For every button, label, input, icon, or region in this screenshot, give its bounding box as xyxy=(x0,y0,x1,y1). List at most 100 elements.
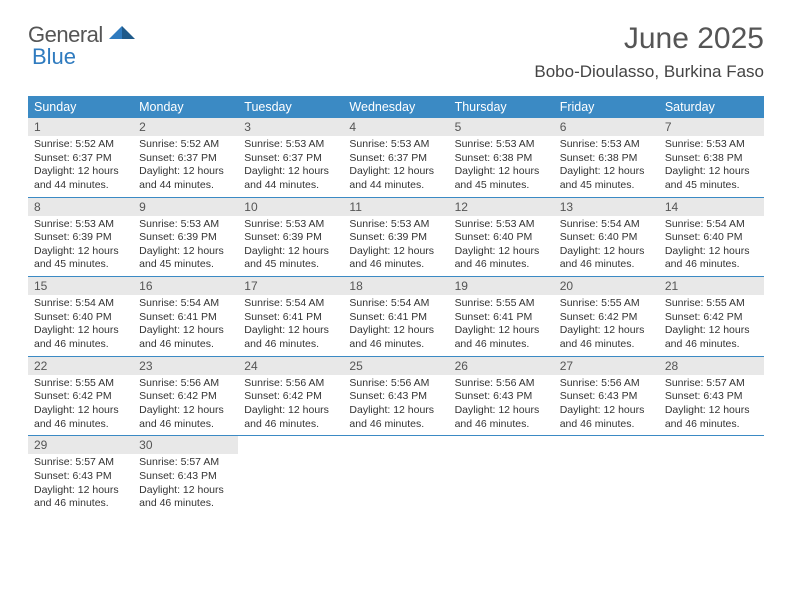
day-number: 6 xyxy=(554,118,659,136)
day-details: Sunrise: 5:57 AMSunset: 6:43 PMDaylight:… xyxy=(28,454,133,515)
day-details: Sunrise: 5:53 AMSunset: 6:40 PMDaylight:… xyxy=(449,216,554,277)
day-details: Sunrise: 5:56 AMSunset: 6:42 PMDaylight:… xyxy=(133,375,238,436)
day-cell: 23Sunrise: 5:56 AMSunset: 6:42 PMDayligh… xyxy=(133,357,238,436)
day-number: 17 xyxy=(238,277,343,295)
weekday-label: Saturday xyxy=(659,96,764,118)
day-cell xyxy=(659,436,764,515)
day-cell: 14Sunrise: 5:54 AMSunset: 6:40 PMDayligh… xyxy=(659,198,764,277)
day-details: Sunrise: 5:53 AMSunset: 6:37 PMDaylight:… xyxy=(238,136,343,197)
logo-triangle-icon xyxy=(109,22,135,48)
day-details: Sunrise: 5:56 AMSunset: 6:43 PMDaylight:… xyxy=(343,375,448,436)
day-number: 1 xyxy=(28,118,133,136)
day-cell: 5Sunrise: 5:53 AMSunset: 6:38 PMDaylight… xyxy=(449,118,554,197)
weekday-header: SundayMondayTuesdayWednesdayThursdayFrid… xyxy=(28,96,764,118)
day-details: Sunrise: 5:54 AMSunset: 6:41 PMDaylight:… xyxy=(238,295,343,356)
day-cell: 26Sunrise: 5:56 AMSunset: 6:43 PMDayligh… xyxy=(449,357,554,436)
week-row: 1Sunrise: 5:52 AMSunset: 6:37 PMDaylight… xyxy=(28,118,764,198)
day-number: 11 xyxy=(343,198,448,216)
week-row: 29Sunrise: 5:57 AMSunset: 6:43 PMDayligh… xyxy=(28,436,764,515)
week-row: 22Sunrise: 5:55 AMSunset: 6:42 PMDayligh… xyxy=(28,357,764,437)
day-cell: 13Sunrise: 5:54 AMSunset: 6:40 PMDayligh… xyxy=(554,198,659,277)
day-cell: 19Sunrise: 5:55 AMSunset: 6:41 PMDayligh… xyxy=(449,277,554,356)
day-details: Sunrise: 5:54 AMSunset: 6:40 PMDaylight:… xyxy=(554,216,659,277)
day-details: Sunrise: 5:55 AMSunset: 6:41 PMDaylight:… xyxy=(449,295,554,356)
weekday-label: Friday xyxy=(554,96,659,118)
day-details: Sunrise: 5:53 AMSunset: 6:38 PMDaylight:… xyxy=(449,136,554,197)
day-number: 9 xyxy=(133,198,238,216)
day-number: 14 xyxy=(659,198,764,216)
day-cell: 22Sunrise: 5:55 AMSunset: 6:42 PMDayligh… xyxy=(28,357,133,436)
day-number: 28 xyxy=(659,357,764,375)
day-number: 7 xyxy=(659,118,764,136)
day-cell: 3Sunrise: 5:53 AMSunset: 6:37 PMDaylight… xyxy=(238,118,343,197)
day-details: Sunrise: 5:55 AMSunset: 6:42 PMDaylight:… xyxy=(28,375,133,436)
day-number: 8 xyxy=(28,198,133,216)
day-details: Sunrise: 5:55 AMSunset: 6:42 PMDaylight:… xyxy=(554,295,659,356)
day-cell: 9Sunrise: 5:53 AMSunset: 6:39 PMDaylight… xyxy=(133,198,238,277)
day-cell: 4Sunrise: 5:53 AMSunset: 6:37 PMDaylight… xyxy=(343,118,448,197)
day-number: 19 xyxy=(449,277,554,295)
day-cell: 24Sunrise: 5:56 AMSunset: 6:42 PMDayligh… xyxy=(238,357,343,436)
day-details: Sunrise: 5:52 AMSunset: 6:37 PMDaylight:… xyxy=(133,136,238,197)
day-number: 26 xyxy=(449,357,554,375)
day-number: 4 xyxy=(343,118,448,136)
day-number: 13 xyxy=(554,198,659,216)
day-cell: 2Sunrise: 5:52 AMSunset: 6:37 PMDaylight… xyxy=(133,118,238,197)
day-details: Sunrise: 5:55 AMSunset: 6:42 PMDaylight:… xyxy=(659,295,764,356)
day-cell: 16Sunrise: 5:54 AMSunset: 6:41 PMDayligh… xyxy=(133,277,238,356)
day-details: Sunrise: 5:56 AMSunset: 6:43 PMDaylight:… xyxy=(449,375,554,436)
day-details: Sunrise: 5:53 AMSunset: 6:39 PMDaylight:… xyxy=(343,216,448,277)
day-details: Sunrise: 5:56 AMSunset: 6:43 PMDaylight:… xyxy=(554,375,659,436)
day-number: 22 xyxy=(28,357,133,375)
day-details: Sunrise: 5:57 AMSunset: 6:43 PMDaylight:… xyxy=(659,375,764,436)
day-cell: 28Sunrise: 5:57 AMSunset: 6:43 PMDayligh… xyxy=(659,357,764,436)
day-details: Sunrise: 5:54 AMSunset: 6:41 PMDaylight:… xyxy=(133,295,238,356)
day-details: Sunrise: 5:54 AMSunset: 6:40 PMDaylight:… xyxy=(659,216,764,277)
day-details: Sunrise: 5:57 AMSunset: 6:43 PMDaylight:… xyxy=(133,454,238,515)
day-cell: 10Sunrise: 5:53 AMSunset: 6:39 PMDayligh… xyxy=(238,198,343,277)
day-number: 3 xyxy=(238,118,343,136)
day-number: 15 xyxy=(28,277,133,295)
day-cell xyxy=(238,436,343,515)
title-block: June 2025 Bobo-Dioulasso, Burkina Faso xyxy=(534,22,764,82)
weekday-label: Monday xyxy=(133,96,238,118)
day-details: Sunrise: 5:52 AMSunset: 6:37 PMDaylight:… xyxy=(28,136,133,197)
day-number: 23 xyxy=(133,357,238,375)
day-details: Sunrise: 5:54 AMSunset: 6:41 PMDaylight:… xyxy=(343,295,448,356)
day-cell xyxy=(449,436,554,515)
day-details: Sunrise: 5:53 AMSunset: 6:39 PMDaylight:… xyxy=(133,216,238,277)
weekday-label: Sunday xyxy=(28,96,133,118)
day-number: 27 xyxy=(554,357,659,375)
week-row: 8Sunrise: 5:53 AMSunset: 6:39 PMDaylight… xyxy=(28,198,764,278)
weekday-label: Wednesday xyxy=(343,96,448,118)
day-cell: 25Sunrise: 5:56 AMSunset: 6:43 PMDayligh… xyxy=(343,357,448,436)
day-cell: 17Sunrise: 5:54 AMSunset: 6:41 PMDayligh… xyxy=(238,277,343,356)
day-number: 25 xyxy=(343,357,448,375)
day-number: 16 xyxy=(133,277,238,295)
day-details: Sunrise: 5:53 AMSunset: 6:39 PMDaylight:… xyxy=(28,216,133,277)
day-cell: 27Sunrise: 5:56 AMSunset: 6:43 PMDayligh… xyxy=(554,357,659,436)
day-cell: 21Sunrise: 5:55 AMSunset: 6:42 PMDayligh… xyxy=(659,277,764,356)
day-number: 29 xyxy=(28,436,133,454)
day-details: Sunrise: 5:53 AMSunset: 6:38 PMDaylight:… xyxy=(554,136,659,197)
day-number: 10 xyxy=(238,198,343,216)
day-cell xyxy=(554,436,659,515)
day-details: Sunrise: 5:53 AMSunset: 6:37 PMDaylight:… xyxy=(343,136,448,197)
day-details: Sunrise: 5:53 AMSunset: 6:38 PMDaylight:… xyxy=(659,136,764,197)
day-cell: 15Sunrise: 5:54 AMSunset: 6:40 PMDayligh… xyxy=(28,277,133,356)
day-cell: 6Sunrise: 5:53 AMSunset: 6:38 PMDaylight… xyxy=(554,118,659,197)
day-number: 20 xyxy=(554,277,659,295)
month-title: June 2025 xyxy=(534,22,764,56)
day-number: 30 xyxy=(133,436,238,454)
day-number: 12 xyxy=(449,198,554,216)
weekday-label: Tuesday xyxy=(238,96,343,118)
day-cell: 20Sunrise: 5:55 AMSunset: 6:42 PMDayligh… xyxy=(554,277,659,356)
day-cell: 1Sunrise: 5:52 AMSunset: 6:37 PMDaylight… xyxy=(28,118,133,197)
calendar-body: 1Sunrise: 5:52 AMSunset: 6:37 PMDaylight… xyxy=(28,118,764,515)
day-details: Sunrise: 5:53 AMSunset: 6:39 PMDaylight:… xyxy=(238,216,343,277)
weekday-label: Thursday xyxy=(449,96,554,118)
day-number: 2 xyxy=(133,118,238,136)
day-cell: 8Sunrise: 5:53 AMSunset: 6:39 PMDaylight… xyxy=(28,198,133,277)
day-cell: 12Sunrise: 5:53 AMSunset: 6:40 PMDayligh… xyxy=(449,198,554,277)
location: Bobo-Dioulasso, Burkina Faso xyxy=(534,62,764,82)
